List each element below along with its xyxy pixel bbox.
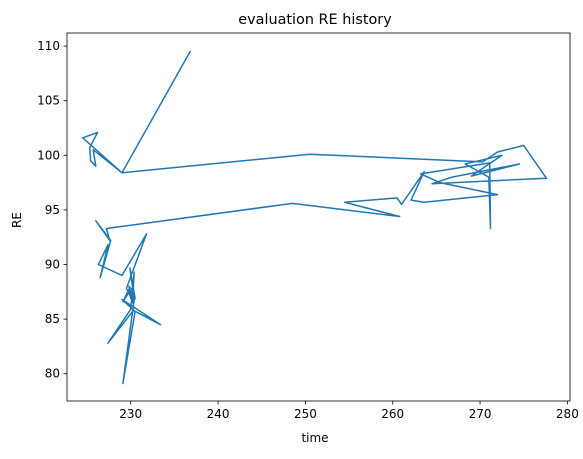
y-tick-label: 105 — [37, 94, 60, 108]
y-tick-label: 80 — [45, 367, 60, 381]
x-tick-label: 230 — [119, 407, 142, 421]
y-tick-label: 90 — [45, 258, 60, 272]
axes-frame — [66, 32, 571, 402]
y-tick-label: 95 — [45, 203, 60, 217]
x-tick-label: 270 — [469, 407, 492, 421]
x-axis-label: time — [301, 431, 328, 445]
plot-area: 230 240 250 260 270 280 80 85 90 95 100 105 110 — [37, 32, 579, 421]
x-tick-label: 250 — [294, 407, 317, 421]
x-tick-label: 260 — [381, 407, 404, 421]
series-line-0 — [81, 50, 548, 385]
chart-title: evaluation RE history — [238, 12, 392, 28]
y-axis-label: RE — [10, 212, 24, 228]
x-tick-label: 280 — [556, 407, 579, 421]
y-tick-label: 85 — [45, 312, 60, 326]
y-tick-label: 110 — [37, 39, 60, 53]
x-tick-label: 240 — [207, 407, 230, 421]
y-tick-label: 100 — [37, 148, 60, 162]
